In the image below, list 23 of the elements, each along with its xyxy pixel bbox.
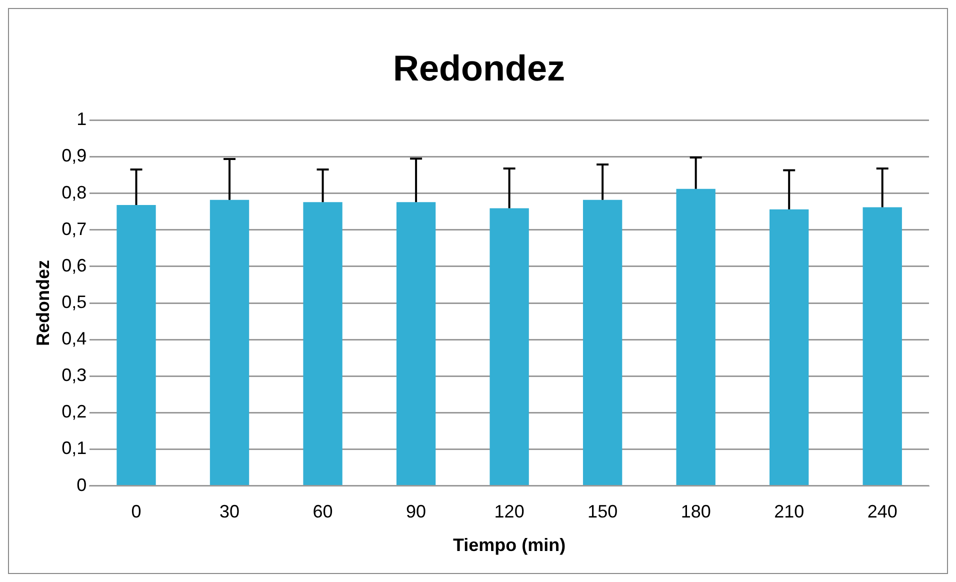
y-tick-label: 0 <box>76 474 87 495</box>
x-tick-label: 210 <box>774 502 804 522</box>
y-tick-label: 0,5 <box>62 292 87 312</box>
y-tick-label: 0,1 <box>62 438 87 458</box>
y-tick-label: 0,7 <box>62 218 87 239</box>
x-tick-label: 90 <box>406 502 426 522</box>
y-tick-label: 0,8 <box>62 182 87 202</box>
y-tick-label: 0,2 <box>62 402 87 422</box>
x-tick-label: 180 <box>680 502 711 522</box>
x-tick-label: 150 <box>588 502 618 522</box>
x-axis-title: Tiempo (min) <box>452 535 566 556</box>
x-tick-label: 240 <box>867 502 898 522</box>
y-tick-label: 0,9 <box>62 146 87 166</box>
y-tick-label: 1 <box>76 109 87 130</box>
y-tick-label: 0,4 <box>62 328 87 349</box>
y-tick-label: 0,6 <box>62 255 87 276</box>
chart-title: Redondez <box>392 48 566 89</box>
x-tick-label: 120 <box>494 502 524 522</box>
y-axis-title: Redondez <box>32 260 53 346</box>
x-tick-label: 0 <box>131 502 142 522</box>
y-tick-label: 0,3 <box>62 365 87 386</box>
x-tick-label: 30 <box>220 502 240 522</box>
x-tick-label: 60 <box>312 502 333 522</box>
